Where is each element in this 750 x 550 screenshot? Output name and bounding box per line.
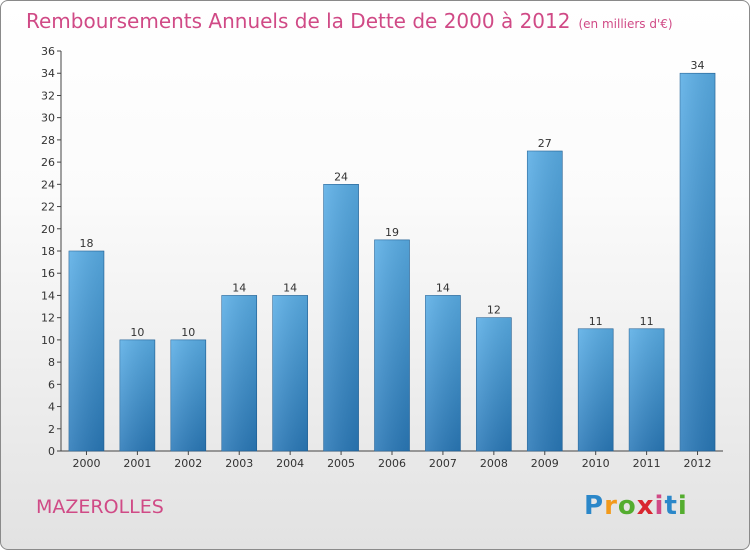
data-label: 11 xyxy=(589,315,603,328)
chart-title-text: Remboursements Annuels de la Dette de 20… xyxy=(26,9,571,33)
data-label: 10 xyxy=(130,326,144,339)
bar-shade xyxy=(680,73,716,451)
x-tick-label: 2007 xyxy=(429,457,457,470)
y-tick-label: 24 xyxy=(41,178,55,191)
logo-letter: i xyxy=(677,491,688,521)
commune-name: MAZEROLLES xyxy=(36,496,164,518)
chart-title: Remboursements Annuels de la Dette de 20… xyxy=(26,9,673,33)
logo-letter: P xyxy=(584,491,605,521)
y-tick-label: 0 xyxy=(48,445,55,458)
bar-shade xyxy=(323,184,359,452)
logo-letter: t xyxy=(664,491,678,521)
y-tick-label: 20 xyxy=(41,223,55,236)
data-label: 14 xyxy=(283,281,297,294)
data-label: 12 xyxy=(487,304,501,317)
y-tick-label: 28 xyxy=(41,134,55,147)
x-tick-label: 2001 xyxy=(123,457,151,470)
bar-shade xyxy=(68,251,104,451)
x-tick-label: 2010 xyxy=(582,457,610,470)
y-tick-label: 34 xyxy=(41,67,55,80)
y-tick-label: 36 xyxy=(41,45,55,58)
logo-letter: i xyxy=(654,491,665,521)
bar-shade xyxy=(527,151,563,451)
bar-shade xyxy=(221,295,257,451)
y-tick-label: 22 xyxy=(41,201,55,214)
logo-letter: r xyxy=(604,491,618,521)
data-label: 18 xyxy=(79,237,93,250)
y-tick-label: 10 xyxy=(41,334,55,347)
chart-bars xyxy=(68,72,716,452)
data-label: 11 xyxy=(640,315,654,328)
data-label: 24 xyxy=(334,170,348,183)
proxiti-logo: Proxiti xyxy=(584,491,688,521)
data-label: 27 xyxy=(538,137,552,150)
y-tick-label: 2 xyxy=(48,423,55,436)
bar-shade xyxy=(476,317,512,451)
x-tick-label: 2000 xyxy=(72,457,100,470)
chart-labels: 18 2000 10 2001 10 2002 14 2003 14 2004 24 2005 19 20… xyxy=(72,59,711,470)
x-tick-label: 2012 xyxy=(684,457,712,470)
bar-shade xyxy=(578,328,614,451)
data-label: 34 xyxy=(691,59,705,72)
bar-shade xyxy=(272,295,308,451)
chart-unit: (en milliers d'€) xyxy=(578,17,673,31)
y-tick-label: 16 xyxy=(41,267,55,280)
x-tick-label: 2003 xyxy=(225,457,253,470)
y-tick-label: 6 xyxy=(48,378,55,391)
bar-shade xyxy=(170,339,206,451)
bar-shade xyxy=(374,239,410,451)
x-tick-label: 2005 xyxy=(327,457,355,470)
x-tick-label: 2009 xyxy=(531,457,559,470)
y-tick-label: 18 xyxy=(41,245,55,258)
bar-shade xyxy=(119,339,155,451)
x-tick-label: 2011 xyxy=(633,457,661,470)
y-tick-label: 26 xyxy=(41,156,55,169)
data-label: 14 xyxy=(436,281,450,294)
y-tick-label: 30 xyxy=(41,112,55,125)
x-tick-label: 2002 xyxy=(174,457,202,470)
x-tick-label: 2008 xyxy=(480,457,508,470)
x-tick-label: 2006 xyxy=(378,457,406,470)
y-tick-label: 14 xyxy=(41,289,55,302)
logo-letter: o xyxy=(617,491,637,521)
data-label: 14 xyxy=(232,281,246,294)
data-label: 10 xyxy=(181,326,195,339)
logo-letter: x xyxy=(636,491,655,521)
data-label: 19 xyxy=(385,226,399,239)
y-tick-label: 8 xyxy=(48,356,55,369)
y-tick-label: 32 xyxy=(41,89,55,102)
bar-shade xyxy=(629,328,665,451)
y-tick-label: 12 xyxy=(41,312,55,325)
y-tick-label: 4 xyxy=(48,401,55,414)
bar-shade xyxy=(425,295,461,451)
x-tick-label: 2004 xyxy=(276,457,304,470)
